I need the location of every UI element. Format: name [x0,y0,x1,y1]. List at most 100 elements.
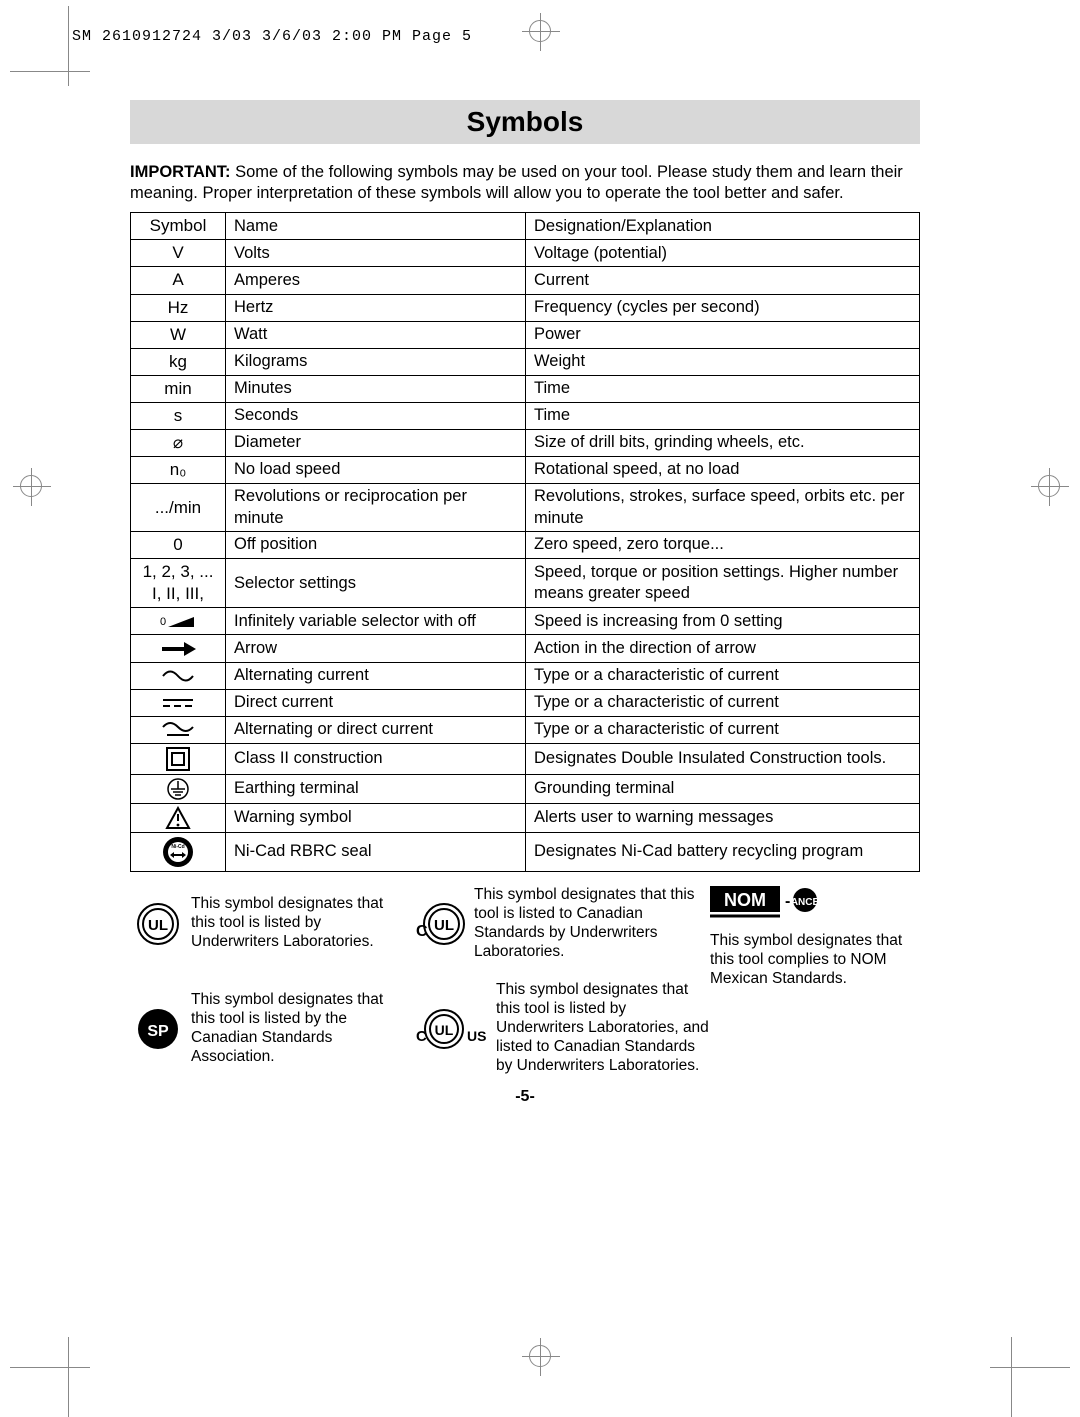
table-row: Alternating currentType or a characteris… [131,662,920,689]
table-row: kgKilogramsWeight [131,348,920,375]
table-header-cell: Name [226,213,526,240]
cert-csa: SP This symbol designates that this tool… [130,981,410,1076]
symbol-cell: n₀ [131,457,226,484]
cert-culus: CULUS This symbol designates that this t… [410,981,710,1076]
svg-text:Ni-Cd: Ni-Cd [171,844,184,850]
svg-text:UL: UL [434,917,454,934]
desc-cell: Type or a characteristic of current [526,662,920,689]
name-cell: Amperes [226,267,526,294]
table-row: minMinutesTime [131,375,920,402]
name-cell: Selector settings [226,559,526,608]
symbol-cell: Hz [131,294,226,321]
table-row: ⌀DiameterSize of drill bits, grinding wh… [131,429,920,456]
symbol-cell: s [131,402,226,429]
name-cell: Kilograms [226,348,526,375]
name-cell: Warning symbol [226,803,526,832]
symbols-tbody: SymbolNameDesignation/ExplanationVVoltsV… [131,213,920,872]
certifications: UL This symbol designates that this tool… [130,886,920,1076]
name-cell: Alternating current [226,662,526,689]
cert-csa-text: This symbol designates that this tool is… [191,991,410,1067]
svg-text:UL: UL [435,1022,454,1038]
culus-icon: CULUS [410,1007,490,1051]
csa-icon: SP [130,1007,185,1051]
table-row: AAmperesCurrent [131,267,920,294]
desc-cell: Current [526,267,920,294]
desc-cell: Rotational speed, at no load [526,457,920,484]
page-title: Symbols [130,100,920,144]
desc-cell: Size of drill bits, grinding wheels, etc… [526,429,920,456]
symbol-cell: Ni-Cd [131,832,226,871]
table-header-row: SymbolNameDesignation/Explanation [131,213,920,240]
name-cell: Direct current [226,689,526,716]
symbol-cell: A [131,267,226,294]
symbol-cell [131,774,226,803]
name-cell: Alternating or direct current [226,716,526,743]
desc-cell: Type or a characteristic of current [526,716,920,743]
table-row: Warning symbolAlerts user to warning mes… [131,803,920,832]
print-header: SM 2610912724 3/03 3/6/03 2:00 PM Page 5 [72,28,472,45]
name-cell: Hertz [226,294,526,321]
name-cell: Ni-Cad RBRC seal [226,832,526,871]
crop-mark [20,475,42,497]
table-header-cell: Symbol [131,213,226,240]
desc-cell: Speed, torque or position settings. High… [526,559,920,608]
desc-cell: Time [526,402,920,429]
desc-cell: Frequency (cycles per second) [526,294,920,321]
name-cell: Revolutions or reciprocation per minute [226,484,526,532]
name-cell: Class II construction [226,743,526,774]
symbol-cell: W [131,321,226,348]
symbol-cell: 0 [131,608,226,635]
svg-text:UL: UL [148,917,168,934]
name-cell: Seconds [226,402,526,429]
table-header-cell: Designation/Explanation [526,213,920,240]
desc-cell: Action in the direction of arrow [526,635,920,662]
desc-cell: Voltage (potential) [526,240,920,267]
desc-cell: Type or a characteristic of current [526,689,920,716]
symbol-cell [131,716,226,743]
svg-text:0: 0 [160,616,166,628]
cert-cul-text: This symbol designates that this tool is… [474,886,710,962]
desc-cell: Revolutions, strokes, surface speed, orb… [526,484,920,532]
symbol-cell: min [131,375,226,402]
name-cell: No load speed [226,457,526,484]
cert-nom-text: This symbol designates that this tool co… [710,932,920,989]
table-row: n₀No load speedRotational speed, at no l… [131,457,920,484]
symbol-cell [131,689,226,716]
name-cell: Volts [226,240,526,267]
cert-cul: CUL This symbol designates that this too… [410,886,710,962]
page-content: Symbols IMPORTANT: Some of the following… [130,100,920,1106]
nom-icon: NOM - ANCE [710,886,920,926]
symbol-cell: 1, 2, 3, ...I, II, III, [131,559,226,608]
crop-mark [529,1345,551,1367]
cul-icon: CUL [410,902,468,946]
symbol-cell [131,743,226,774]
symbol-cell: .../min [131,484,226,532]
cert-ul: UL This symbol designates that this tool… [130,886,410,962]
cert-ul-text: This symbol designates that this tool is… [191,895,410,952]
table-row: WWattPower [131,321,920,348]
name-cell: Arrow [226,635,526,662]
table-row: Ni-CdNi-Cad RBRC sealDesignates Ni-Cad b… [131,832,920,871]
symbol-cell [131,662,226,689]
table-row: Alternating or direct currentType or a c… [131,716,920,743]
name-cell: Watt [226,321,526,348]
svg-text:SP: SP [147,1023,169,1040]
cert-culus-text: This symbol designates that this tool is… [496,981,710,1076]
symbol-cell: kg [131,348,226,375]
desc-cell: Weight [526,348,920,375]
symbol-cell: V [131,240,226,267]
symbols-table: SymbolNameDesignation/ExplanationVVoltsV… [130,212,920,872]
table-row: Earthing terminalGrounding terminal [131,774,920,803]
intro-rest: Some of the following symbols may be use… [130,163,903,202]
desc-cell: Designates Double Insulated Construction… [526,743,920,774]
name-cell: Diameter [226,429,526,456]
crop-mark [1038,475,1060,497]
table-row: HzHertzFrequency (cycles per second) [131,294,920,321]
table-row: Class II constructionDesignates Double I… [131,743,920,774]
name-cell: Minutes [226,375,526,402]
table-row: sSecondsTime [131,402,920,429]
table-row: ArrowAction in the direction of arrow [131,635,920,662]
svg-text:-: - [785,893,790,910]
name-cell: Infinitely variable selector with off [226,608,526,635]
symbol-cell: 0 [131,532,226,559]
